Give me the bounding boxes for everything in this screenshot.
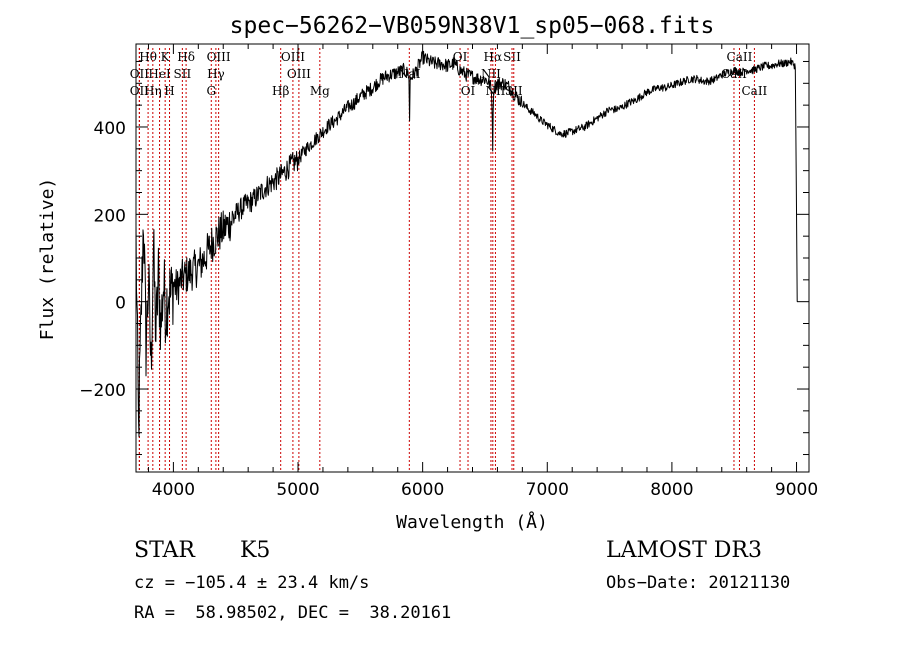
- x-tick-label: 7000: [526, 480, 569, 500]
- marker-label: Hβ: [272, 84, 289, 98]
- marker-label: OIII: [287, 67, 311, 81]
- marker-label: OII: [130, 67, 150, 81]
- marker-label: Hγ: [207, 67, 225, 81]
- marker-label: NII: [481, 67, 501, 81]
- marker-label: SII: [505, 84, 523, 98]
- spectrum-line: [135, 50, 798, 438]
- marker-label: CaII: [727, 50, 753, 64]
- marker-label: SII: [503, 50, 521, 64]
- x-axis-label: Wavelength (Å): [396, 511, 548, 533]
- velocity-readout: cz = −105.4 ± 23.4 km/s: [134, 573, 370, 593]
- x-tick-label: 6000: [401, 480, 444, 500]
- marker-label: SII: [174, 67, 192, 81]
- y-tick-label: 200: [94, 206, 126, 226]
- chart-title: spec−56262−VB059N38V1_sp05−068.fits: [230, 13, 715, 39]
- subclass-label: K5: [240, 538, 271, 563]
- x-tick-label: 8000: [650, 480, 693, 500]
- class-label: STAR: [134, 538, 195, 563]
- y-tick-label: −200: [79, 381, 126, 401]
- marker-label: Mg: [310, 84, 330, 98]
- marker-label: OIII: [281, 50, 305, 64]
- marker-label: CaII: [741, 84, 767, 98]
- marker-label: OII: [130, 84, 150, 98]
- obs-date: Obs−Date: 20121130: [606, 573, 791, 593]
- plot-frame: [135, 43, 810, 473]
- marker-label: Hα: [484, 50, 503, 64]
- survey-label: LAMOST DR3: [606, 538, 762, 563]
- marker-label: H: [164, 84, 174, 98]
- marker-label: G: [206, 84, 216, 98]
- marker-label: Hη: [144, 84, 162, 98]
- x-tick-label: 4000: [152, 480, 195, 500]
- y-tick-label: 400: [94, 119, 126, 139]
- marker-label: K: [161, 50, 171, 64]
- y-tick-label: 0: [115, 294, 126, 314]
- x-tick-label: 5000: [276, 480, 319, 500]
- coordinates: RA = 58.98502, DEC = 38.20161: [134, 603, 452, 623]
- marker-label: OIII: [207, 50, 231, 64]
- axes: 4000 5000 6000 7000 8000 9000 −200 0 200 400: [79, 44, 818, 500]
- y-axis-label: Flux (relative): [37, 178, 58, 341]
- data-series: [135, 50, 798, 438]
- marker-label: Hδ: [177, 50, 195, 64]
- marker-label: HeI: [148, 67, 171, 81]
- marker-label: OI: [461, 84, 476, 98]
- x-tick-label: 9000: [775, 480, 818, 500]
